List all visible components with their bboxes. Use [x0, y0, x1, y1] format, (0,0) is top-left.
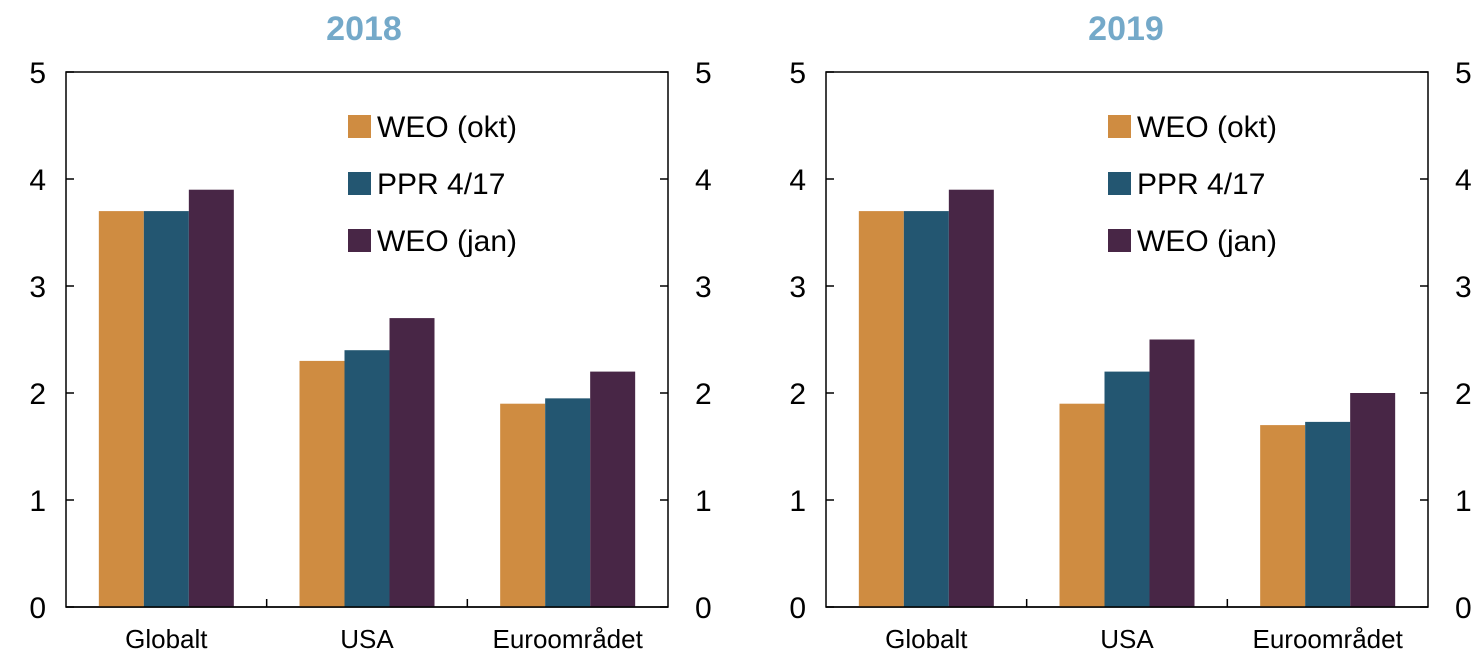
y2-tick-label: 1 — [1455, 485, 1472, 518]
y-tick-label: 4 — [789, 164, 806, 197]
y-tick-label: 1 — [789, 485, 806, 518]
legend-label: WEO (okt) — [1137, 111, 1277, 144]
y2-tick-label: 4 — [1455, 164, 1472, 197]
bar — [1305, 421, 1351, 607]
legend-swatch — [1108, 229, 1131, 252]
bar — [389, 318, 435, 607]
legend-swatch — [1108, 115, 1131, 138]
y-tick-label: 3 — [789, 271, 806, 304]
bar — [1104, 371, 1150, 607]
y2-tick-label: 4 — [695, 164, 712, 197]
y2-tick-label: 3 — [695, 271, 712, 304]
legend-label: WEO (okt) — [377, 111, 517, 144]
y2-tick-label: 3 — [1455, 271, 1472, 304]
y-tick-label: 2 — [29, 378, 46, 411]
y2-tick-label: 1 — [695, 485, 712, 518]
category-label: Euroområdet — [1253, 624, 1404, 654]
bar — [98, 211, 144, 607]
category-label: USA — [1100, 624, 1154, 654]
bar — [858, 211, 904, 607]
bar — [590, 371, 636, 607]
bar — [500, 403, 546, 607]
bar — [948, 189, 994, 607]
y2-tick-label: 2 — [1455, 378, 1472, 411]
bar — [545, 398, 591, 607]
legend-swatch — [1108, 172, 1131, 195]
y2-tick-label: 0 — [695, 592, 712, 625]
bar — [1260, 425, 1306, 607]
chart-title: 2019 — [1088, 10, 1164, 48]
y2-tick-label: 2 — [695, 378, 712, 411]
category-label: Globalt — [885, 624, 968, 654]
bar — [299, 360, 345, 607]
y-tick-label: 1 — [29, 485, 46, 518]
y2-tick-label: 5 — [1455, 57, 1472, 90]
legend-label: PPR 4/17 — [377, 168, 505, 201]
bar — [1350, 393, 1396, 607]
y-tick-label: 5 — [789, 57, 806, 90]
bar — [143, 211, 189, 607]
bar — [1059, 403, 1105, 607]
legend-swatch — [348, 172, 371, 195]
bar — [188, 189, 234, 607]
y-tick-label: 2 — [789, 378, 806, 411]
y-tick-label: 5 — [29, 57, 46, 90]
y2-tick-label: 5 — [695, 57, 712, 90]
y2-tick-label: 0 — [1455, 592, 1472, 625]
y-tick-label: 0 — [789, 592, 806, 625]
legend-label: WEO (jan) — [377, 225, 517, 258]
legend-label: WEO (jan) — [1137, 225, 1277, 258]
y-tick-label: 0 — [29, 592, 46, 625]
y-tick-label: 3 — [29, 271, 46, 304]
bar — [1149, 339, 1195, 607]
chart-title: 2018 — [326, 10, 402, 48]
legend-swatch — [348, 229, 371, 252]
category-label: Globalt — [125, 624, 208, 654]
category-label: USA — [340, 624, 394, 654]
legend-swatch — [348, 115, 371, 138]
legend-label: PPR 4/17 — [1137, 168, 1265, 201]
category-label: Euroområdet — [493, 624, 644, 654]
y-tick-label: 4 — [29, 164, 46, 197]
bar — [344, 350, 390, 607]
bar — [903, 211, 949, 607]
